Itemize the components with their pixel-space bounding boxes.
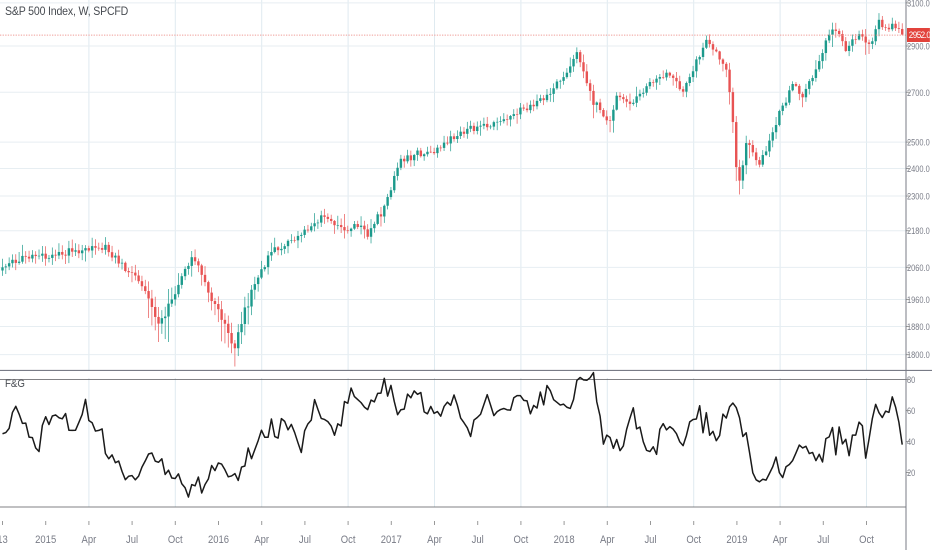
svg-text:Jul: Jul <box>299 534 311 546</box>
svg-text:2015: 2015 <box>35 534 56 546</box>
svg-text:13: 13 <box>0 534 8 546</box>
svg-text:2018: 2018 <box>554 534 575 546</box>
svg-text:Oct: Oct <box>686 534 701 546</box>
svg-text:Jul: Jul <box>817 534 829 546</box>
svg-text:3100.0: 3100.0 <box>907 0 930 9</box>
svg-text:2016: 2016 <box>208 534 229 546</box>
svg-text:2400.0: 2400.0 <box>907 163 930 174</box>
svg-text:2900.0: 2900.0 <box>907 41 930 52</box>
svg-text:Apr: Apr <box>773 534 788 546</box>
svg-text:2300.0: 2300.0 <box>907 191 930 202</box>
svg-text:2017: 2017 <box>381 534 402 546</box>
svg-text:1800.0: 1800.0 <box>907 349 930 360</box>
svg-text:1960.0: 1960.0 <box>907 294 930 305</box>
svg-text:Jul: Jul <box>644 534 656 546</box>
svg-text:Apr: Apr <box>600 534 615 546</box>
svg-text:Oct: Oct <box>168 534 183 546</box>
svg-text:2060.0: 2060.0 <box>907 262 930 273</box>
svg-text:2180.0: 2180.0 <box>907 225 930 236</box>
svg-text:Apr: Apr <box>82 534 97 546</box>
svg-text:Oct: Oct <box>341 534 356 546</box>
svg-text:Jul: Jul <box>472 534 484 546</box>
svg-text:Oct: Oct <box>514 534 529 546</box>
svg-text:2019: 2019 <box>726 534 747 546</box>
svg-text:2700.0: 2700.0 <box>907 87 930 98</box>
svg-text:Apr: Apr <box>254 534 269 546</box>
svg-text:Jul: Jul <box>126 534 138 546</box>
svg-text:1880.0: 1880.0 <box>907 321 930 332</box>
svg-text:Oct: Oct <box>859 534 874 546</box>
svg-text:2500.0: 2500.0 <box>907 137 930 148</box>
svg-text:Apr: Apr <box>427 534 442 546</box>
